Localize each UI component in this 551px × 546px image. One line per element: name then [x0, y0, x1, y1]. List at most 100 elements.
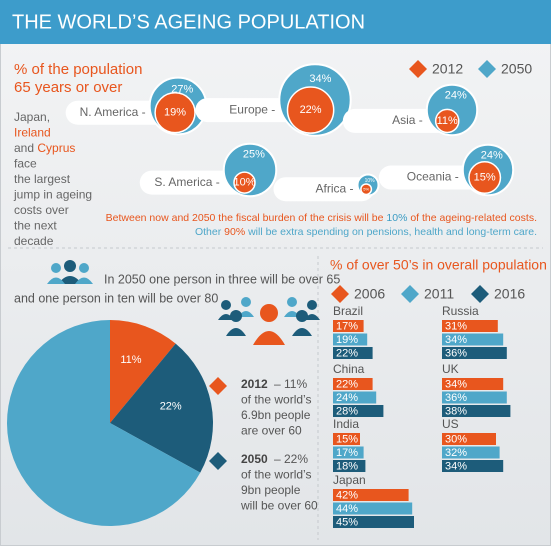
region-label: Europe -: [229, 102, 275, 116]
bubble-2012: [286, 86, 335, 134]
country-label: India: [333, 417, 359, 431]
bubble-2012: [360, 183, 373, 196]
value-label: 10%: [233, 177, 255, 189]
bar-label: 22%: [336, 378, 358, 390]
side-note-part: and: [14, 141, 37, 155]
bar-label: 31%: [445, 320, 467, 332]
slice-label: 11%: [120, 354, 141, 366]
bar-label: 34%: [445, 378, 467, 390]
pie-slice: [110, 320, 176, 423]
legend-label: 2012: [432, 61, 463, 77]
legend-label: 2011: [424, 286, 454, 302]
country-label: UK: [442, 362, 459, 376]
bar-label: 42%: [336, 489, 358, 501]
value-label: 10%: [365, 178, 376, 184]
value-label: 11%: [437, 115, 458, 127]
bar-label: 36%: [445, 347, 467, 359]
side-note-part: Cyprus: [37, 141, 75, 155]
bubble-2012: [233, 171, 256, 194]
legend-text: will be over 60: [240, 499, 318, 513]
bar: [333, 502, 413, 515]
region-label: Africa -: [315, 181, 353, 195]
footnote-part: will be extra spending on pensions, heal…: [245, 226, 537, 238]
bar: [442, 391, 507, 404]
legend-label: 2006: [354, 286, 385, 302]
legend-year: 2050: [241, 452, 268, 466]
bar: [442, 433, 496, 445]
bar-label: 34%: [445, 460, 467, 472]
side-note: decade: [14, 234, 54, 248]
page-title: THE WORLD’S AGEING POPULATION: [12, 11, 365, 33]
bar-label: 34%: [445, 334, 467, 346]
side-note: the largest: [14, 172, 71, 186]
region-label: Asia -: [392, 113, 423, 127]
legend-label: 2050: [501, 61, 532, 77]
bar-label: 19%: [336, 334, 358, 346]
legend-marker: [409, 60, 427, 78]
header-band: [0, 0, 551, 44]
bar: [333, 489, 409, 501]
value-label: 22%: [300, 104, 322, 116]
label-pill: [273, 177, 374, 202]
country-label: Japan: [333, 473, 366, 487]
value-label: 27%: [171, 83, 193, 95]
legend-label: 2016: [494, 286, 525, 302]
bar: [442, 446, 500, 459]
side-note-part: face: [14, 157, 37, 171]
section-title: 65 years or over: [14, 79, 122, 96]
bar-label: 28%: [336, 405, 358, 417]
section-title: % of over 50’s in overall population: [330, 257, 547, 273]
bar-label: 30%: [445, 433, 467, 445]
legend-text: – 11%: [274, 377, 307, 391]
bar: [442, 378, 504, 390]
country-label: Brazil: [333, 304, 363, 318]
legend-marker: [209, 377, 227, 395]
side-note-part: decade: [14, 234, 54, 248]
bar: [442, 347, 507, 359]
side-note: jump in ageing: [13, 188, 92, 202]
side-note-part: the largest: [14, 172, 71, 186]
legend-text: 9bn people: [241, 483, 301, 497]
footnote-part: 90%: [224, 226, 245, 238]
bar: [333, 405, 384, 417]
legend-marker: [478, 60, 496, 78]
legend-text: are over 60: [241, 424, 302, 438]
bar-label: 32%: [445, 447, 467, 459]
legend-text: – 22%: [274, 452, 308, 466]
side-note-part: Japan,: [14, 110, 50, 124]
bar-label: 45%: [336, 516, 358, 528]
bar-label: 44%: [336, 503, 358, 515]
bar: [333, 333, 368, 346]
bubble-2012: [434, 108, 460, 134]
bar: [333, 433, 360, 445]
value-label: 5%: [363, 186, 369, 191]
side-note-part: the next: [14, 219, 57, 233]
side-note: Japan,: [14, 110, 50, 124]
bubble-2012: [154, 92, 196, 134]
value-label: 34%: [309, 73, 331, 85]
side-note-part: Ireland: [14, 126, 51, 140]
legend-marker: [331, 285, 349, 303]
section-title: % of the population: [14, 61, 142, 78]
legend-marker: [209, 452, 227, 470]
country-label: China: [333, 362, 365, 376]
pie-note: In 2050 one person in three will be over…: [104, 272, 340, 286]
side-note: face: [14, 157, 37, 171]
legend-marker: [401, 285, 419, 303]
side-note: the next: [14, 219, 57, 233]
footnote: Between now and 2050 the fiscal burden o…: [106, 212, 537, 224]
country-label: US: [442, 417, 459, 431]
value-label: 25%: [243, 149, 265, 161]
bar: [442, 405, 511, 417]
bar: [333, 446, 364, 459]
bar: [333, 378, 373, 390]
bar-label: 22%: [336, 347, 358, 359]
bar-label: 38%: [445, 405, 467, 417]
value-label: 24%: [481, 149, 503, 161]
pie-slice: [6, 320, 201, 526]
region-label: N. America -: [80, 105, 146, 119]
region-label: Oceania -: [407, 170, 459, 184]
footnote: Other 90% will be extra spending on pens…: [195, 226, 537, 238]
footnote-part: Other: [195, 226, 224, 238]
slice-label: 22%: [160, 400, 182, 412]
